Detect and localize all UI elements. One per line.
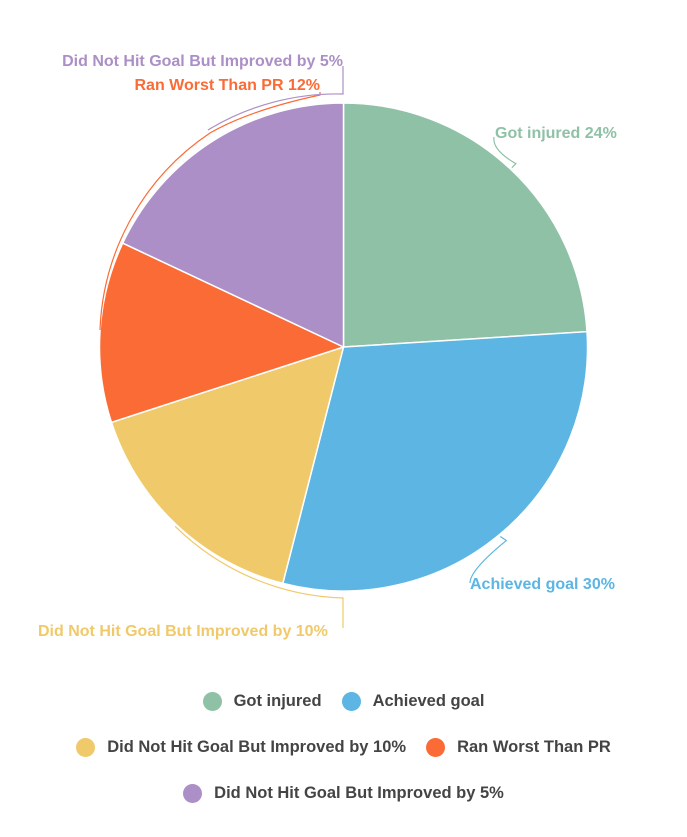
legend: Got injured Achieved goal Did Not Hit Go…: [0, 678, 687, 816]
slice-label-did-not-hit-goal-but-improved-by-10: Did Not Hit Goal But Improved by 10%: [38, 623, 328, 640]
leader-line-did-not-hit-goal-but-improved-by-5: [207, 66, 344, 131]
pie-slice-did-not-hit-goal-but-improved-by-10[interactable]: [110, 345, 345, 585]
leader-line-ran-worst-than-pr: [99, 92, 321, 331]
label-leaders: [99, 66, 517, 628]
legend-swatch: [341, 691, 361, 711]
legend-swatch: [426, 737, 446, 757]
legend-label: Did Not Hit Goal But Improved by 5%: [214, 783, 504, 802]
legend-label: Ran Worst Than PR: [457, 737, 611, 756]
slice-label-did-not-hit-goal-but-improved-by-5: Did Not Hit Goal But Improved by 5%: [62, 53, 343, 70]
leader-line-got-injured: [493, 136, 517, 169]
pie-slice-got-injured[interactable]: [342, 102, 588, 348]
leader-line-did-not-hit-goal-but-improved-by-10: [174, 525, 344, 628]
legend-swatch: [183, 783, 203, 803]
slice-label-got-injured: Got injured 24%: [495, 125, 617, 142]
legend-label: Achieved goal: [372, 691, 485, 710]
legend-row-3: Did Not Hit Goal But Improved by 5%: [0, 770, 687, 816]
legend-row-2: Did Not Hit Goal But Improved by 10% Ran…: [0, 724, 687, 770]
pie-slices: [98, 102, 589, 592]
legend-swatch: [76, 737, 96, 757]
legend-item-improved-5[interactable]: Did Not Hit Goal But Improved by 5%: [183, 783, 504, 803]
legend-label: Got injured: [233, 691, 322, 710]
pie-chart: Got injured 24% Achieved goal 30% Did Not …: [38, 53, 617, 640]
legend-swatch: [202, 691, 222, 711]
legend-item-got-injured[interactable]: Got injured: [202, 691, 322, 711]
legend-label: Did Not Hit Goal But Improved by 10%: [107, 737, 407, 756]
slice-label-ran-worst-than-pr: Ran Worst Than PR 12%: [134, 77, 320, 94]
slice-label-achieved-goal: Achieved goal 30%: [470, 576, 615, 593]
pie-slice-ran-worst-than-pr[interactable]: [98, 242, 346, 424]
legend-row-1: Got injured Achieved goal: [0, 678, 687, 724]
slice-labels: Got injured 24% Achieved goal 30% Did Not …: [38, 53, 617, 640]
legend-item-ran-worst[interactable]: Ran Worst Than PR: [426, 737, 611, 757]
leader-line-achieved-goal: [469, 536, 508, 584]
pie-slice-achieved-goal[interactable]: [281, 330, 589, 592]
legend-item-improved-10[interactable]: Did Not Hit Goal But Improved by 10%: [76, 737, 407, 757]
legend-item-achieved-goal[interactable]: Achieved goal: [341, 691, 485, 711]
pie-slice-did-not-hit-goal-but-improved-by-5[interactable]: [121, 102, 345, 349]
